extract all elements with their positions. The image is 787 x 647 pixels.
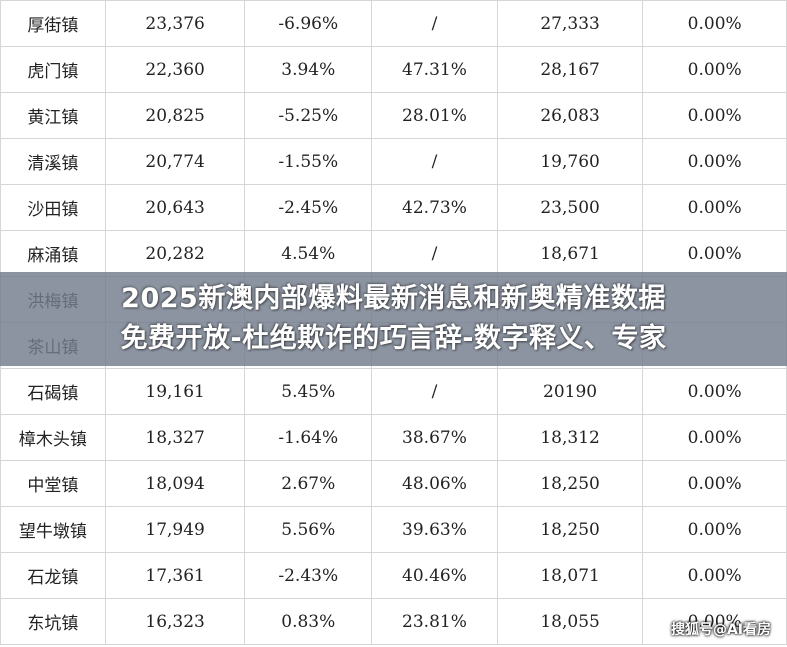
share-cell[interactable]: 0.00% bbox=[642, 46, 787, 93]
value-cell[interactable]: 17,949 bbox=[104, 506, 246, 553]
source-watermark: 搜狐号@AI看房 bbox=[670, 622, 771, 638]
growth-cell[interactable]: 23.81% bbox=[371, 598, 498, 645]
value2-cell[interactable]: 19,760 bbox=[496, 138, 644, 185]
value2-cell[interactable]: 18,055 bbox=[496, 598, 644, 645]
value-cell[interactable]: 20,643 bbox=[104, 184, 246, 231]
value2-cell[interactable]: 18,071 bbox=[496, 552, 644, 599]
growth-cell[interactable]: / bbox=[371, 0, 498, 47]
table-row[interactable]: 厚街镇 23,376 -6.96%/27,333 0.00% bbox=[0, 0, 787, 47]
change-cell[interactable]: -6.96% bbox=[244, 0, 373, 47]
change-cell[interactable]: 5.56% bbox=[244, 506, 373, 553]
growth-cell[interactable]: 38.67% bbox=[371, 414, 498, 461]
value2-cell[interactable]: 18,312 bbox=[496, 414, 644, 461]
change-cell[interactable]: -1.55% bbox=[244, 138, 373, 185]
change-cell[interactable]: -5.25% bbox=[244, 92, 373, 139]
town-cell[interactable]: 樟木头镇 bbox=[0, 414, 106, 461]
growth-cell[interactable]: 42.73% bbox=[371, 184, 498, 231]
value2-cell[interactable]: 26,083 bbox=[496, 92, 644, 139]
town-cell[interactable]: 黄江镇 bbox=[0, 92, 106, 139]
share-cell[interactable]: 0.00% bbox=[642, 138, 787, 185]
value-cell[interactable]: 20,282 bbox=[104, 230, 246, 277]
value2-cell[interactable]: 18,250 bbox=[496, 460, 644, 507]
share-cell[interactable]: 0.00% bbox=[642, 506, 787, 553]
table-row[interactable]: 樟木头镇 18,327 -1.64% 38.67% 18,312 0.00% bbox=[0, 414, 787, 461]
headline-banner: 2025新澳内部爆料最新消息和新奥精准数据 免费开放-杜绝欺诈的巧言辞-数字释义… bbox=[0, 272, 787, 366]
value-cell[interactable]: 17,361 bbox=[104, 552, 246, 599]
town-cell[interactable]: 麻涌镇 bbox=[0, 230, 106, 277]
growth-cell[interactable]: 39.63% bbox=[371, 506, 498, 553]
growth-cell[interactable]: 40.46% bbox=[371, 552, 498, 599]
share-cell[interactable]: 0.00% bbox=[642, 368, 787, 415]
table-row[interactable]: 清溪镇 20,774 -1.55%/19,760 0.00% bbox=[0, 138, 787, 185]
value2-cell[interactable]: 27,333 bbox=[496, 0, 644, 47]
change-cell[interactable]: 3.94% bbox=[244, 46, 373, 93]
change-cell[interactable]: 4.54% bbox=[244, 230, 373, 277]
growth-cell[interactable]: 47.31% bbox=[371, 46, 498, 93]
table-row[interactable]: 沙田镇 20,643 -2.45% 42.73% 23,500 0.00% bbox=[0, 184, 787, 231]
change-cell[interactable]: 0.83% bbox=[244, 598, 373, 645]
table-row[interactable]: 黄江镇 20,825 -5.25% 28.01% 26,083 0.00% bbox=[0, 92, 787, 139]
change-cell[interactable]: 2.67% bbox=[244, 460, 373, 507]
share-cell[interactable]: 0.00% bbox=[642, 92, 787, 139]
table-row[interactable]: 麻涌镇 20,282 4.54%/18,671 0.00% bbox=[0, 230, 787, 277]
value-cell[interactable]: 20,774 bbox=[104, 138, 246, 185]
share-cell[interactable]: 0.00% bbox=[642, 460, 787, 507]
value2-cell[interactable]: 18,250 bbox=[496, 506, 644, 553]
share-cell[interactable]: 0.00% bbox=[642, 552, 787, 599]
share-cell[interactable]: 0.00% bbox=[642, 414, 787, 461]
value-cell[interactable]: 18,094 bbox=[104, 460, 246, 507]
town-cell[interactable]: 望牛墩镇 bbox=[0, 506, 106, 553]
value2-cell[interactable]: 20190 bbox=[496, 368, 644, 415]
change-cell[interactable]: -2.43% bbox=[244, 552, 373, 599]
table-row[interactable]: 望牛墩镇 17,949 5.56% 39.63% 18,250 0.00% bbox=[0, 506, 787, 553]
headline-line-2: 免费开放-杜绝欺诈的巧言辞-数字释义、专家 bbox=[120, 323, 667, 354]
town-cell[interactable]: 石碣镇 bbox=[0, 368, 106, 415]
headline-line-1: 2025新澳内部爆料最新消息和新奥精准数据 bbox=[121, 283, 666, 314]
share-cell[interactable]: 0.00% bbox=[642, 0, 787, 47]
value-cell[interactable]: 23,376 bbox=[104, 0, 246, 47]
growth-cell[interactable]: 48.06% bbox=[371, 460, 498, 507]
value2-cell[interactable]: 28,167 bbox=[496, 46, 644, 93]
value-cell[interactable]: 16,323 bbox=[104, 598, 246, 645]
value2-cell[interactable]: 18,671 bbox=[496, 230, 644, 277]
growth-cell[interactable]: 28.01% bbox=[371, 92, 498, 139]
table-row[interactable]: 中堂镇 18,094 2.67% 48.06% 18,250 0.00% bbox=[0, 460, 787, 507]
town-cell[interactable]: 虎门镇 bbox=[0, 46, 106, 93]
change-cell[interactable]: -1.64% bbox=[244, 414, 373, 461]
change-cell[interactable]: -2.45% bbox=[244, 184, 373, 231]
value-cell[interactable]: 18,327 bbox=[104, 414, 246, 461]
share-cell[interactable]: 0.00% bbox=[642, 598, 787, 645]
value2-cell[interactable]: 23,500 bbox=[496, 184, 644, 231]
value-cell[interactable]: 20,825 bbox=[104, 92, 246, 139]
town-cell[interactable]: 沙田镇 bbox=[0, 184, 106, 231]
town-cell[interactable]: 中堂镇 bbox=[0, 460, 106, 507]
share-cell[interactable]: 0.00% bbox=[642, 184, 787, 231]
share-cell[interactable]: 0.00% bbox=[642, 230, 787, 277]
value-cell[interactable]: 22,360 bbox=[104, 46, 246, 93]
town-cell[interactable]: 厚街镇 bbox=[0, 0, 106, 47]
town-cell[interactable]: 东坑镇 bbox=[0, 598, 106, 645]
growth-cell[interactable]: / bbox=[371, 138, 498, 185]
town-cell[interactable]: 石龙镇 bbox=[0, 552, 106, 599]
table-row[interactable]: 石龙镇 17,361 -2.43% 40.46% 18,071 0.00% bbox=[0, 552, 787, 599]
town-cell[interactable]: 清溪镇 bbox=[0, 138, 106, 185]
table-row[interactable]: 石碣镇 19,161 5.45%/20190 0.00% bbox=[0, 368, 787, 415]
growth-cell[interactable]: / bbox=[371, 368, 498, 415]
table-row[interactable]: 东坑镇 16,323 0.83% 23.81% 18,055 0.00% bbox=[0, 598, 787, 645]
growth-cell[interactable]: / bbox=[371, 230, 498, 277]
value-cell[interactable]: 19,161 bbox=[104, 368, 246, 415]
change-cell[interactable]: 5.45% bbox=[244, 368, 373, 415]
table-row[interactable]: 虎门镇 22,360 3.94% 47.31% 28,167 0.00% bbox=[0, 46, 787, 93]
